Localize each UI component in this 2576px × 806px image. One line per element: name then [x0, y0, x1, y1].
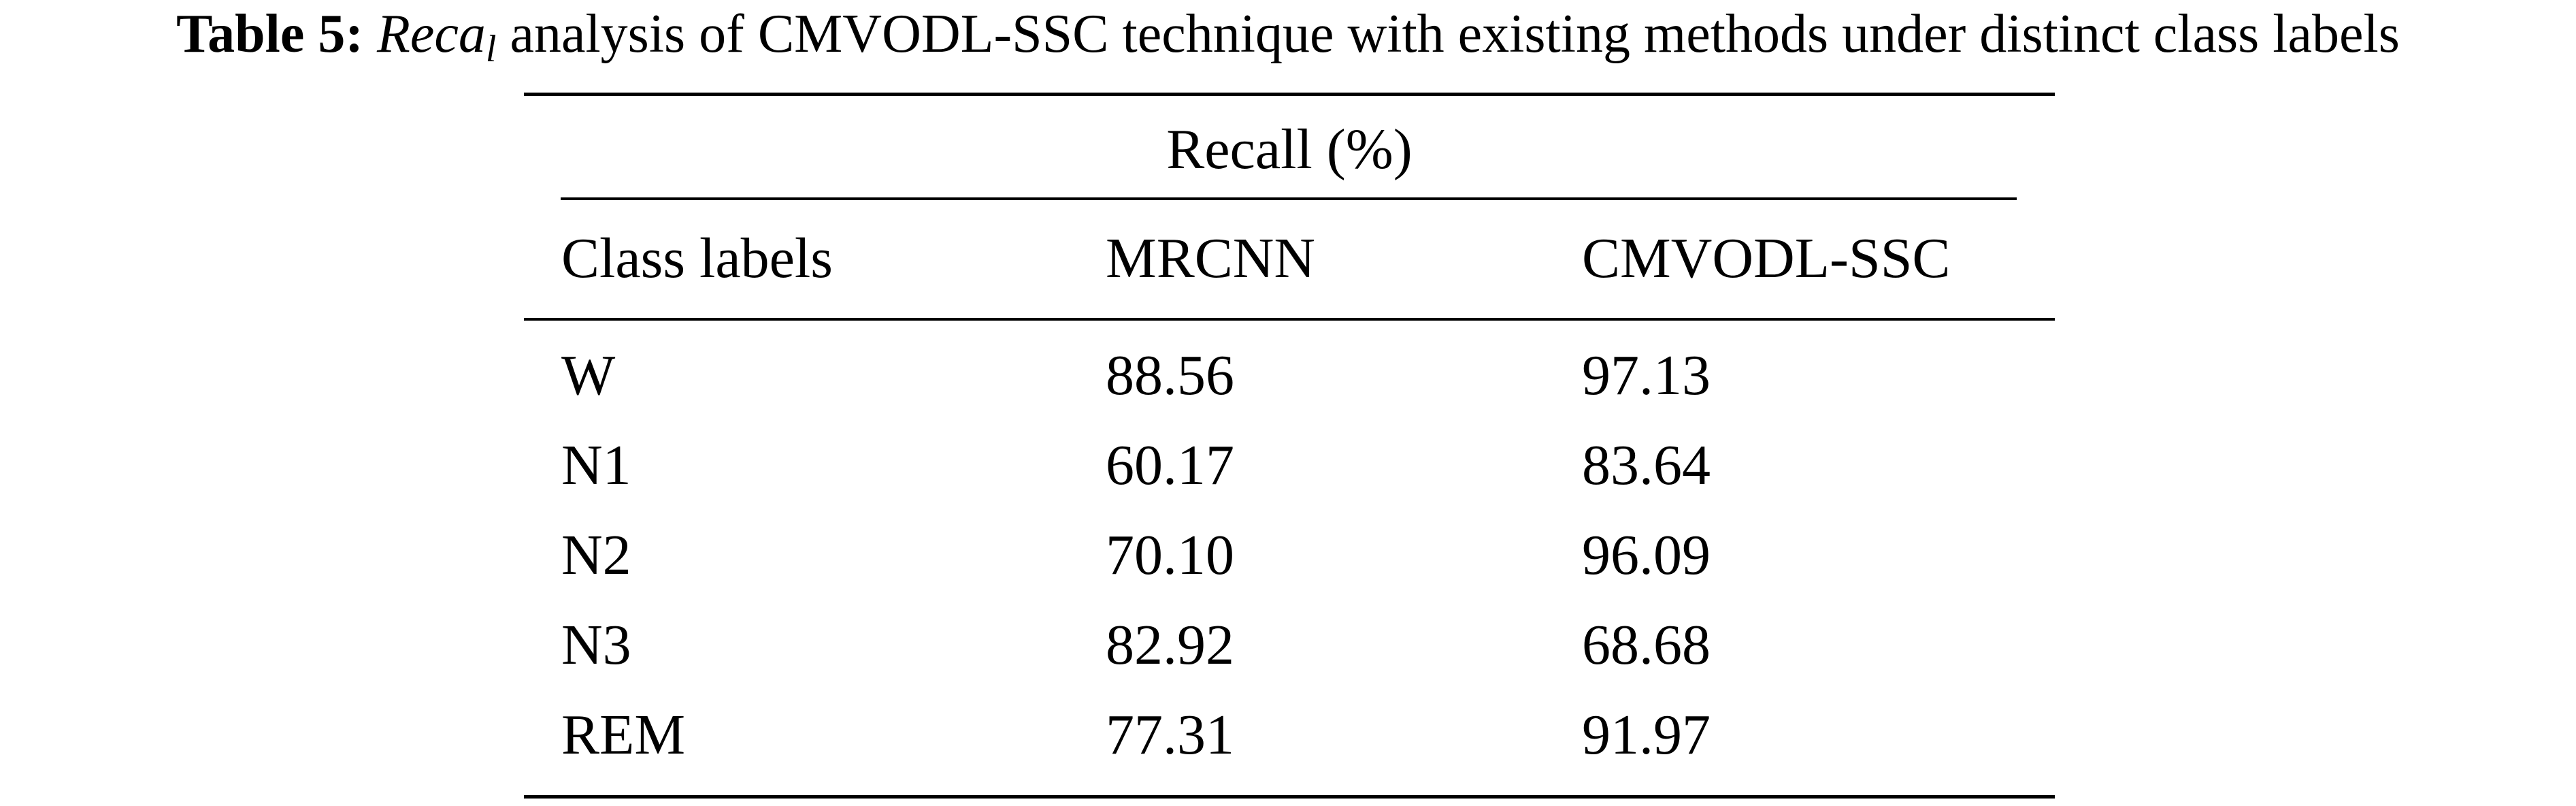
caption-subscript: l: [485, 28, 497, 70]
caption-label: Table 5:: [176, 4, 363, 64]
row-label: N2: [561, 523, 631, 587]
row-label: N3: [561, 613, 631, 677]
mrcnn-value: 60.17: [1106, 434, 1234, 497]
cmvodl-ssc-value: 83.64: [1582, 434, 1711, 497]
cmvodl-ssc-value: 97.13: [1582, 344, 1711, 407]
column-header-class-labels: Class labels: [561, 227, 833, 290]
row-label: REM: [561, 703, 686, 767]
mrcnn-value: 70.10: [1106, 523, 1234, 587]
mrcnn-value: 77.31: [1106, 703, 1234, 767]
cmvodl-ssc-value: 68.68: [1582, 613, 1711, 677]
caption-italic-term: Recal: [376, 4, 496, 70]
row-label: N1: [561, 434, 631, 497]
mrcnn-value: 88.56: [1106, 344, 1234, 407]
cmvodl-ssc-value: 96.09: [1582, 523, 1711, 587]
group-header-recall: Recall (%): [1166, 118, 1413, 181]
column-header-cmvodl-ssc: CMVODL-SSC: [1582, 227, 1951, 290]
table-top-rule: [524, 93, 2055, 96]
column-header-mrcnn: MRCNN: [1106, 227, 1316, 290]
cmvodl-ssc-value: 91.97: [1582, 703, 1711, 767]
row-label: W: [561, 344, 616, 407]
table-caption: Table 5: Recal analysis of CMVODL-SSC te…: [0, 0, 2576, 70]
mrcnn-value: 82.92: [1106, 613, 1234, 677]
group-header-rule: [561, 197, 2017, 200]
table-bottom-rule: [524, 795, 2055, 799]
header-rule: [524, 318, 2055, 321]
caption-italic-text: Reca: [376, 4, 486, 64]
caption-text: analysis of CMVODL-SSC technique with ex…: [496, 4, 2400, 64]
